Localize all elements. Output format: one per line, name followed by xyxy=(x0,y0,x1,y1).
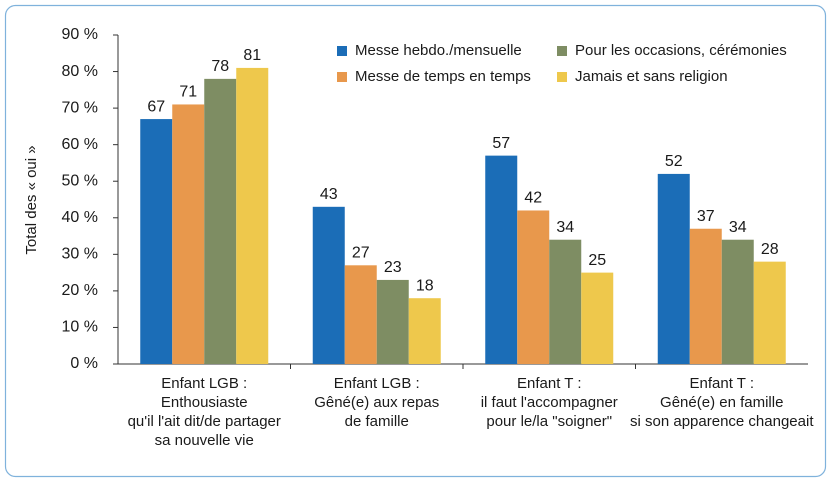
legend-label: Messe de temps en temps xyxy=(355,68,531,85)
x-tick-label-line: qu'il l'ait dit/de partager xyxy=(128,413,281,430)
legend-swatch xyxy=(557,46,567,56)
value-label: 67 xyxy=(147,98,165,115)
x-tick-label: Enfant T : Gêné(e) en famille si son appar… xyxy=(630,375,814,430)
value-label: 23 xyxy=(384,259,402,276)
y-tick-label: 10 % xyxy=(62,319,98,336)
bar xyxy=(408,298,441,364)
y-tick-label: 80 % xyxy=(62,63,98,80)
bar xyxy=(689,228,722,364)
x-tick-label-line: Enfant LGB : xyxy=(334,375,420,392)
bar xyxy=(485,155,518,364)
x-tick-label-line: pour le/la "soigner" xyxy=(486,413,612,430)
legend-swatch xyxy=(337,46,347,56)
bar xyxy=(172,104,205,364)
value-label: 34 xyxy=(729,219,747,236)
x-tick-label-line: Enthousiaste xyxy=(161,394,248,411)
value-label: 43 xyxy=(320,186,338,203)
bar xyxy=(549,239,582,364)
legend-label: Jamais et sans religion xyxy=(575,68,728,85)
y-tick-label: 20 % xyxy=(62,282,98,299)
x-tick-label: Enfant T : il faut l'accompagner pour le/l… xyxy=(481,375,618,430)
bar xyxy=(312,206,345,364)
x-tick-label-line: Gêné(e) en famille xyxy=(660,394,783,411)
bar xyxy=(344,265,377,364)
legend-swatch xyxy=(557,72,567,82)
value-label: 81 xyxy=(243,47,261,64)
value-label: 18 xyxy=(416,277,434,294)
bar xyxy=(657,173,690,364)
legend-swatch xyxy=(337,72,347,82)
y-tick-label: 90 % xyxy=(62,26,98,43)
y-axis-label: Total des « oui » xyxy=(23,145,40,254)
bar xyxy=(204,78,237,364)
y-tick-label: 50 % xyxy=(62,172,98,189)
x-tick-label-line: Enfant LGB : xyxy=(161,375,247,392)
value-label: 37 xyxy=(697,208,715,225)
y-tick-label: 70 % xyxy=(62,99,98,116)
x-tick-label-line: il faut l'accompagner xyxy=(481,394,618,411)
x-tick-label-line: de famille xyxy=(345,413,409,430)
legend-label: Messe hebdo./mensuelle xyxy=(355,42,522,59)
x-tick-label-line: sa nouvelle vie xyxy=(155,432,254,449)
x-tick-label-line: Enfant T : xyxy=(690,375,755,392)
x-tick-label-line: Gêné(e) aux repas xyxy=(314,394,439,411)
x-tick-label-line: si son apparence changeait xyxy=(630,413,814,430)
legend-label: Pour les occasions, cérémonies xyxy=(575,42,787,59)
bar xyxy=(581,272,614,364)
x-tick-label-line: Enfant T : xyxy=(517,375,582,392)
y-tick-label: 60 % xyxy=(62,136,98,153)
value-label: 71 xyxy=(179,84,197,101)
bar xyxy=(721,239,754,364)
y-tick-label: 0 % xyxy=(70,355,98,372)
bar xyxy=(517,210,550,364)
y-tick-label: 40 % xyxy=(62,209,98,226)
value-label: 34 xyxy=(556,219,574,236)
bar xyxy=(753,261,786,364)
bar xyxy=(140,119,173,364)
value-label: 52 xyxy=(665,153,683,170)
value-label: 57 xyxy=(492,135,510,152)
y-tick-label: 30 % xyxy=(62,246,98,263)
x-tick-label: Enfant LGB : Gêné(e) aux repas de famille xyxy=(314,375,439,430)
bar xyxy=(236,67,269,365)
bar xyxy=(376,279,409,364)
value-label: 28 xyxy=(761,241,779,258)
value-label: 27 xyxy=(352,245,370,262)
value-label: 42 xyxy=(524,190,542,207)
value-label: 78 xyxy=(211,58,229,75)
value-label: 25 xyxy=(588,252,606,269)
x-tick-label: Enfant LGB : Enthousiaste qu'il l'ait dit/… xyxy=(128,375,281,449)
